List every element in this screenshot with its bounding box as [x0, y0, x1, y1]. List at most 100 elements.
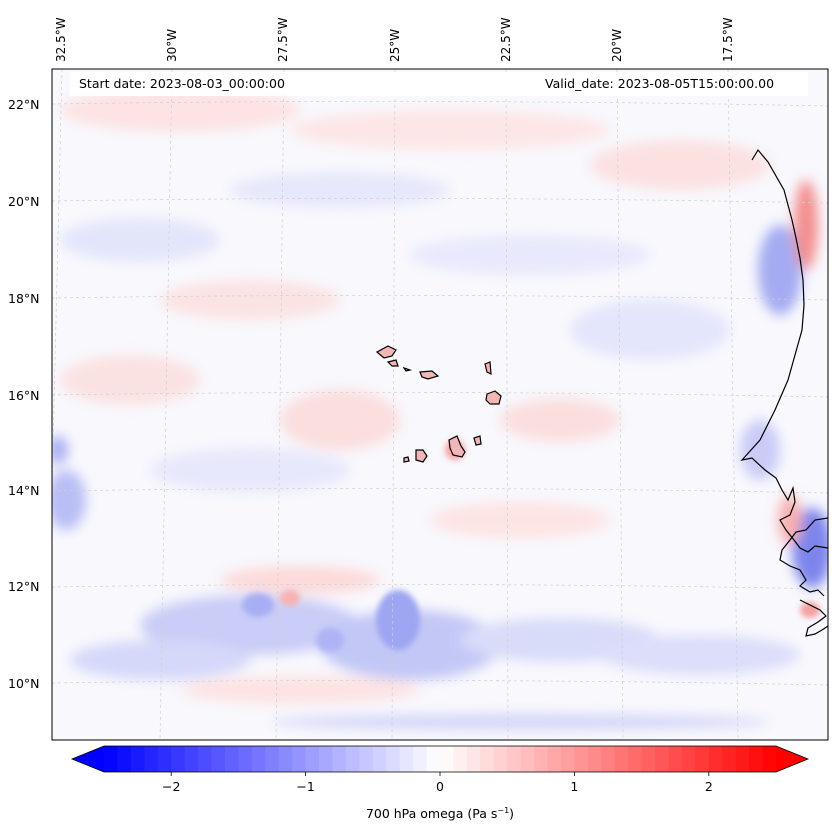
colorbar-tick-label: 1 [570, 779, 578, 794]
longitude-label: 30°W [165, 28, 179, 62]
colorbar-cell [399, 746, 414, 772]
omega-negative-patch [570, 300, 730, 360]
colorbar-cell [695, 746, 710, 772]
colorbar-cell [251, 746, 266, 772]
latitude-label: 20°N [8, 194, 40, 209]
colorbar-cell [668, 746, 683, 772]
longitude-gridline [727, 69, 739, 740]
latitude-label: 22°N [8, 97, 40, 112]
colorbar-cell [184, 746, 199, 772]
latitude-gridline [52, 198, 828, 204]
omega-positive-patch [60, 88, 300, 132]
colorbar-cell [372, 746, 387, 772]
longitude-gridline [275, 69, 285, 740]
colorbar-cell [265, 746, 280, 772]
colorbar-cells [72, 746, 808, 772]
colorbar-cell [520, 746, 535, 772]
latitude-label: 12°N [8, 579, 40, 594]
africa-coastline [799, 599, 828, 637]
colorbar-tick-label: −2 [162, 779, 180, 794]
colorbar-tick-label: 2 [705, 779, 713, 794]
colorbar-cell [534, 746, 549, 772]
colorbar-cell [292, 746, 307, 772]
longitude-label: 20°W [610, 28, 624, 62]
island-outline [386, 359, 399, 367]
colorbar-cell [238, 746, 253, 772]
omega-negative-patch [410, 235, 650, 275]
longitude-label: 27.5°W [276, 17, 290, 62]
island-outline [484, 361, 492, 376]
longitude-label: 25°W [388, 28, 402, 62]
omega-positive-patch [220, 566, 380, 594]
longitude-label: 17.5°W [721, 17, 735, 62]
colorbar-cell [440, 746, 455, 772]
colorbar-cell [171, 746, 186, 772]
colorbar-cell [628, 746, 643, 772]
latitude-gridline [52, 101, 828, 107]
latitude-gridline [52, 295, 828, 301]
colorbar-cell [641, 746, 656, 772]
colorbar-cell [359, 746, 374, 772]
start-date-label: Start date: 2023-08-03_00:00:00 [79, 76, 285, 91]
longitude-label: 22.5°W [499, 17, 513, 62]
colorbar-tick-label: 0 [436, 779, 444, 794]
map-frame [51, 68, 829, 741]
omega-negative-patch [52, 436, 68, 464]
omega-positive-patch [500, 398, 620, 442]
latitude-gridline [52, 392, 828, 398]
colorbar-cell [762, 746, 777, 772]
longitude-gridline [159, 69, 173, 740]
longitude-gridline [505, 69, 509, 740]
colorbar-cell [453, 746, 468, 772]
africa-coastline [740, 148, 828, 553]
omega-positive-patch [280, 590, 300, 606]
colorbar-cell [574, 746, 589, 772]
latitude-gridline [52, 488, 828, 494]
omega-positive-patch [430, 502, 610, 538]
colorbar-cell [722, 746, 737, 772]
omega-positive-patch [794, 180, 818, 270]
omega-negative-patch [70, 640, 250, 680]
omega-negative-patch [52, 470, 86, 530]
colorbar-max-extension [776, 746, 808, 772]
map-plot-area [52, 69, 828, 740]
colorbar-cell [198, 746, 213, 772]
colorbar-cell [386, 746, 401, 772]
colorbar-cell [278, 746, 293, 772]
colorbar-label: 700 hPa omega (Pa s−1) [0, 806, 837, 821]
island-outline [402, 366, 413, 372]
colorbar-cell [130, 746, 145, 772]
latitude-label: 14°N [8, 483, 40, 498]
longitude-gridline [616, 69, 624, 740]
omega-negative-patch [316, 628, 344, 652]
cape-verde-islands [375, 345, 502, 463]
omega-positive-patch [590, 140, 770, 190]
colorbar-cell [224, 746, 239, 772]
colorbar-cell [507, 746, 522, 772]
colorbar-label-text: 700 hPa omega (Pa s [365, 806, 498, 822]
omega-negative-patch [600, 635, 800, 675]
colorbar-cell [345, 746, 360, 772]
longitude-label: 32.5°W [54, 17, 68, 62]
colorbar-cell [426, 746, 441, 772]
graticule [52, 69, 828, 740]
latitude-label: 18°N [8, 291, 40, 306]
omega-positive-patch [778, 495, 802, 545]
valid-date-label: Valid_date: 2023-08-05T15:00:00.00 [545, 76, 775, 91]
colorbar-cell [560, 746, 575, 772]
omega-negative-patch [140, 595, 360, 655]
colorbar-cell [587, 746, 602, 772]
omega-positive-patch [800, 602, 820, 618]
island-outline [375, 345, 397, 359]
annotation-strip [70, 72, 808, 96]
island-outline [473, 435, 482, 446]
colorbar-cell [655, 746, 670, 772]
colorbar-cell [547, 746, 562, 772]
colorbar-cell [749, 746, 764, 772]
island-outline [448, 435, 466, 458]
omega-positive-patch [280, 390, 400, 450]
omega-field [52, 88, 828, 730]
omega-negative-patch [150, 448, 350, 492]
omega-negative-patch [242, 593, 274, 617]
colorbar-cell [413, 746, 428, 772]
